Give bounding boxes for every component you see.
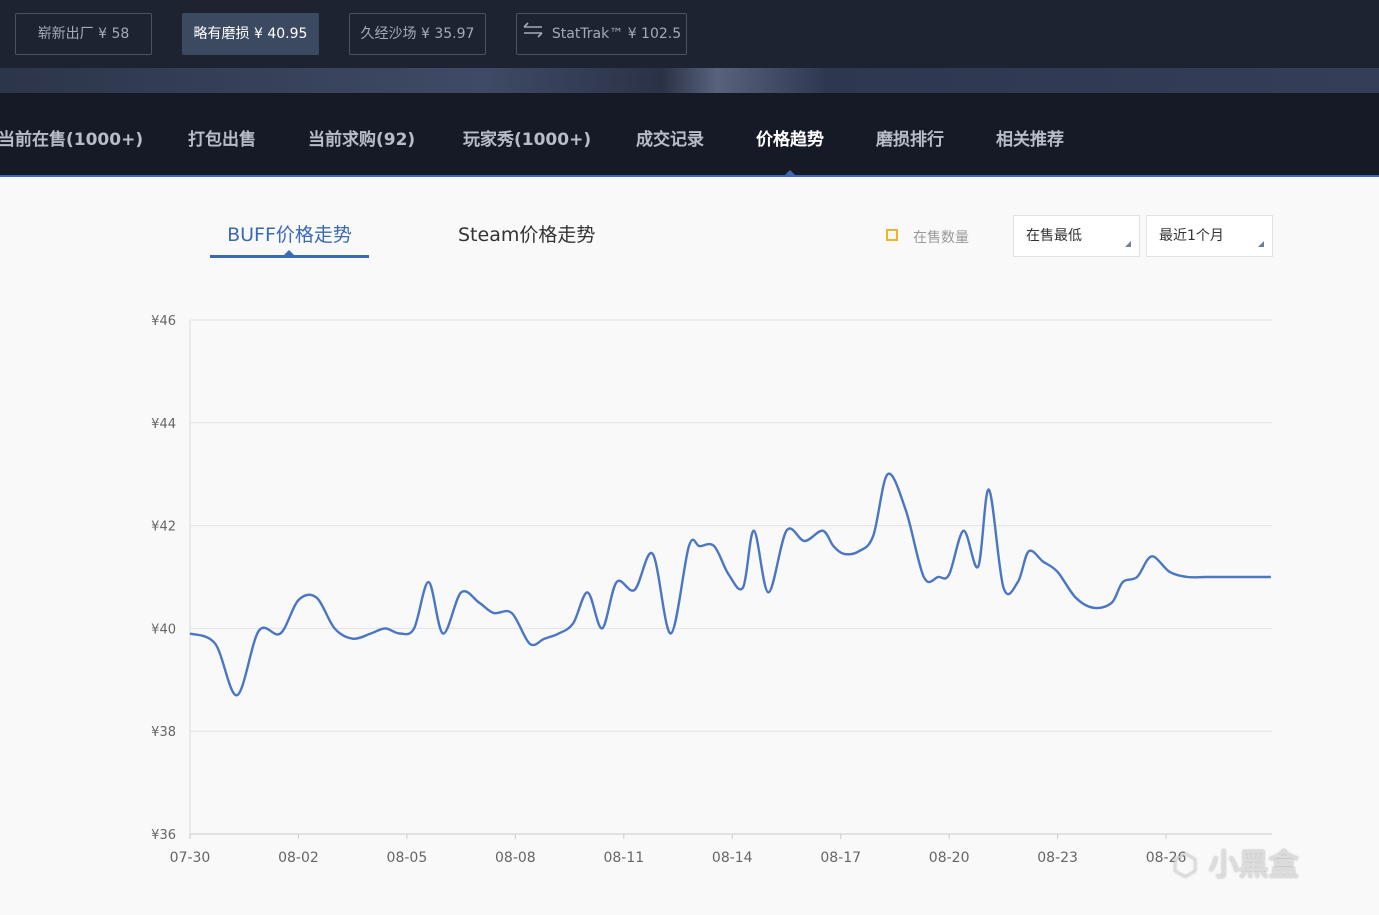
- wear-field-tested-button[interactable]: 久经沙场 ¥ 35.97: [349, 13, 486, 55]
- buff-trend-caret: [284, 250, 294, 255]
- swap-icon: [522, 14, 544, 54]
- wear-minimal-wear-button[interactable]: 略有磨损 ¥ 40.95: [182, 13, 319, 55]
- y-tick-label: ¥36: [151, 828, 176, 843]
- wear-factory-new-button[interactable]: 崭新出厂 ¥ 58: [15, 13, 152, 55]
- steam-trend-tab[interactable]: Steam价格走势: [458, 224, 596, 246]
- buff-trend-tab[interactable]: BUFF价格走势: [227, 224, 352, 246]
- buff-trend-underline: [210, 255, 369, 258]
- y-tick-label: ¥46: [151, 314, 176, 329]
- tab-wear-ranking[interactable]: 磨损排行: [876, 130, 944, 150]
- x-tick-label: 08-23: [1037, 850, 1078, 866]
- x-tick-label: 08-26: [1146, 850, 1187, 866]
- watermark-text: 小黑盒: [1208, 848, 1299, 883]
- item-banner: [0, 68, 1379, 93]
- heybox-logo-icon: ⬡: [1172, 848, 1199, 883]
- x-tick-label: 08-11: [603, 850, 644, 866]
- x-tick-label: 07-30: [170, 850, 211, 866]
- dropdown-arrow-icon: [1258, 241, 1264, 247]
- tab-on-sale[interactable]: 当前在售(1000+): [0, 130, 144, 150]
- tab-bundle-sale[interactable]: 打包出售: [188, 130, 256, 150]
- wear-factory-new-label: 崭新出厂 ¥ 58: [37, 26, 130, 42]
- heybox-watermark: ⬡ 小黑盒: [1172, 840, 1299, 884]
- wear-minimal-wear-label: 略有磨损 ¥ 40.95: [193, 26, 308, 42]
- wear-field-tested-label: 久经沙场 ¥ 35.97: [360, 26, 475, 42]
- period-select[interactable]: 最近1个月: [1146, 215, 1273, 257]
- price-series-line: [189, 472, 1271, 697]
- active-tab-caret: [785, 170, 795, 175]
- price-type-value: 在售最低: [1026, 228, 1082, 244]
- show-count-checkbox[interactable]: [886, 229, 898, 241]
- stattrak-button[interactable]: StatTrak™ ¥ 102.5: [516, 13, 687, 55]
- y-tick-label: ¥38: [151, 725, 176, 740]
- tab-price-trend[interactable]: 价格趋势: [756, 130, 824, 150]
- price-type-select[interactable]: 在售最低: [1013, 215, 1140, 257]
- show-count-label: 在售数量: [913, 230, 969, 246]
- period-value: 最近1个月: [1159, 228, 1224, 244]
- tab-recommendations[interactable]: 相关推荐: [996, 130, 1064, 150]
- x-tick-label: 08-14: [712, 850, 753, 866]
- stattrak-label: StatTrak™ ¥ 102.5: [551, 26, 682, 42]
- x-tick-label: 08-08: [495, 850, 536, 866]
- tab-trade-records[interactable]: 成交记录: [636, 130, 704, 150]
- item-tab-nav: 当前在售(1000+) 打包出售 当前求购(92) 玩家秀(1000+) 成交记…: [0, 93, 1379, 177]
- x-tick-label: 08-02: [278, 850, 319, 866]
- dropdown-arrow-icon: [1125, 241, 1131, 247]
- x-tick-label: 08-20: [929, 850, 970, 866]
- x-tick-label: 08-05: [387, 850, 428, 866]
- tab-player-showcase[interactable]: 玩家秀(1000+): [463, 130, 592, 150]
- wear-selector-bar: 崭新出厂 ¥ 58 略有磨损 ¥ 40.95 久经沙场 ¥ 35.97 Stat…: [0, 0, 1379, 68]
- x-tick-label: 08-17: [820, 850, 861, 866]
- y-tick-label: ¥42: [151, 520, 176, 535]
- y-tick-label: ¥40: [151, 622, 176, 637]
- y-tick-label: ¥44: [151, 417, 176, 432]
- tab-buy-orders[interactable]: 当前求购(92): [308, 130, 416, 150]
